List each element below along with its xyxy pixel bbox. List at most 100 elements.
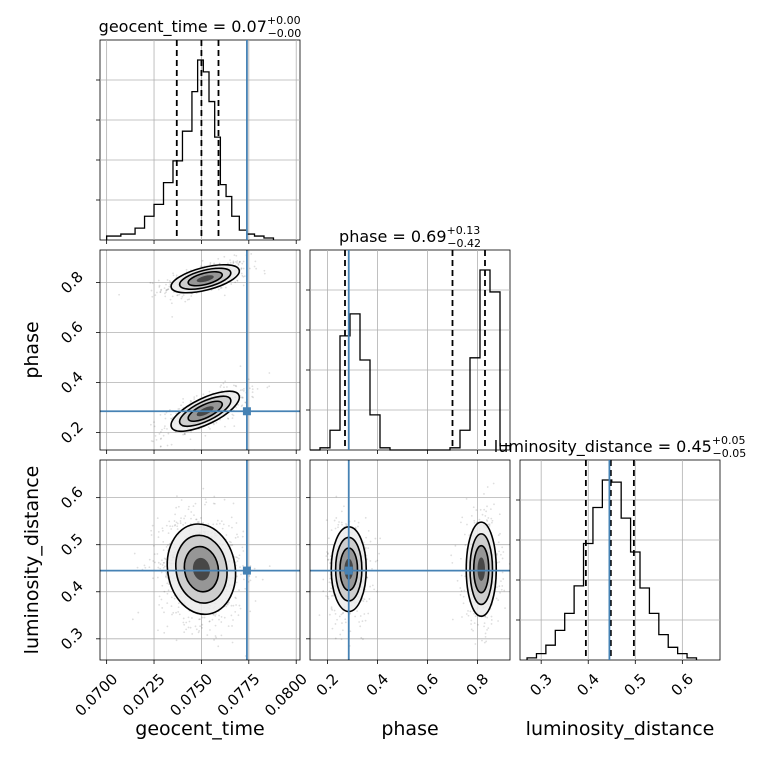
scatter-point <box>224 425 226 428</box>
tick-label-x: 0.5 <box>620 670 650 700</box>
scatter-point <box>176 522 179 525</box>
scatter-point <box>486 486 489 488</box>
scatter-point <box>473 521 476 524</box>
scatter-point <box>173 597 176 600</box>
scatter-point <box>261 578 264 581</box>
scatter-point <box>213 262 216 265</box>
scatter-point <box>183 433 186 435</box>
scatter-point <box>193 514 195 517</box>
hist-frame-geocent_time <box>99 39 301 241</box>
scatter-point <box>188 298 191 301</box>
scatter-point <box>164 292 166 295</box>
panel-frame-geocent_time-phase <box>99 249 301 451</box>
scatter-point <box>214 624 217 627</box>
scatter-point <box>233 254 236 257</box>
scatter-point <box>163 561 165 564</box>
scatter-point <box>224 380 227 383</box>
scatter-point <box>159 291 162 294</box>
scatter-point <box>225 605 228 608</box>
scatter-point <box>237 264 240 266</box>
scatter-point <box>234 610 237 613</box>
scatter-point <box>197 631 200 634</box>
scatter-point <box>182 401 185 404</box>
scatter-point <box>341 629 344 632</box>
scatter-point <box>222 523 225 526</box>
tick-label-y: 0.2 <box>57 418 87 448</box>
scatter-point <box>183 623 186 626</box>
scatter-point <box>496 561 499 564</box>
scatter-point <box>170 528 173 530</box>
scatter-point <box>174 523 177 526</box>
scatter-point <box>223 616 226 619</box>
hist-step-luminosity_distance <box>526 479 698 660</box>
scatter-point <box>131 618 134 621</box>
scatter-point <box>170 418 173 420</box>
scatter-point <box>460 557 462 560</box>
scatter-point <box>461 516 464 519</box>
scatter-point <box>152 560 155 562</box>
scatter-point <box>213 639 215 641</box>
scatter-point <box>470 619 473 622</box>
scatter-point <box>209 629 211 631</box>
scatter-point <box>499 532 501 535</box>
scatter-point <box>501 571 504 574</box>
scatter-point <box>212 523 215 526</box>
scatter-point <box>255 267 258 270</box>
scatter-point <box>249 579 252 582</box>
scatter-point <box>337 526 339 529</box>
scatter-point <box>166 582 169 585</box>
scatter-point <box>166 428 168 430</box>
scatter-point <box>238 604 241 607</box>
scatter-point <box>175 274 178 277</box>
scatter-point <box>203 616 206 619</box>
scatter-point <box>254 260 257 263</box>
scatter-point <box>192 505 195 508</box>
scatter-point <box>242 564 244 567</box>
scatter-point <box>231 526 233 529</box>
scatter-point <box>363 613 366 615</box>
scatter-point <box>180 499 183 501</box>
scatter-point <box>165 524 168 527</box>
scatter-point <box>154 294 157 297</box>
scatter-point <box>219 386 222 388</box>
scatter-point <box>227 625 230 628</box>
scatter-point <box>234 384 237 387</box>
scatter-point <box>168 280 171 282</box>
scatter-point <box>157 561 160 564</box>
scatter-point <box>236 556 239 559</box>
scatter-point <box>501 557 504 560</box>
scatter-point <box>222 382 225 385</box>
axis-label-x: geocent_time <box>135 718 264 740</box>
scatter-point <box>218 522 221 525</box>
scatter-point <box>167 288 169 291</box>
scatter-point <box>235 406 238 409</box>
tick-label-x: 0.0800 <box>261 670 311 720</box>
scatter-point <box>359 615 362 617</box>
scatter-point <box>195 518 198 521</box>
density-geocent_time-phase <box>118 252 271 450</box>
scatter-point <box>154 561 156 564</box>
scatter-point <box>339 633 342 636</box>
scatter-point <box>182 397 185 400</box>
scatter-point <box>195 518 197 521</box>
tick-label-y: 0.6 <box>57 318 87 348</box>
scatter-point <box>459 593 462 596</box>
scatter-point <box>477 623 480 626</box>
scatter-point <box>232 384 235 387</box>
scatter-point <box>343 505 345 508</box>
scatter-point <box>163 427 166 430</box>
scatter-point <box>498 561 501 563</box>
contour-line <box>166 523 237 616</box>
scatter-point <box>367 612 370 615</box>
scatter-point <box>156 576 159 579</box>
scatter-point <box>322 578 325 581</box>
scatter-point <box>159 445 162 448</box>
scatter-point <box>332 594 335 597</box>
scatter-point <box>373 588 376 591</box>
scatter-point <box>334 527 337 530</box>
scatter-point <box>475 509 478 511</box>
scatter-point <box>162 549 165 552</box>
scatter-point <box>363 598 366 601</box>
scatter-point <box>488 523 491 526</box>
